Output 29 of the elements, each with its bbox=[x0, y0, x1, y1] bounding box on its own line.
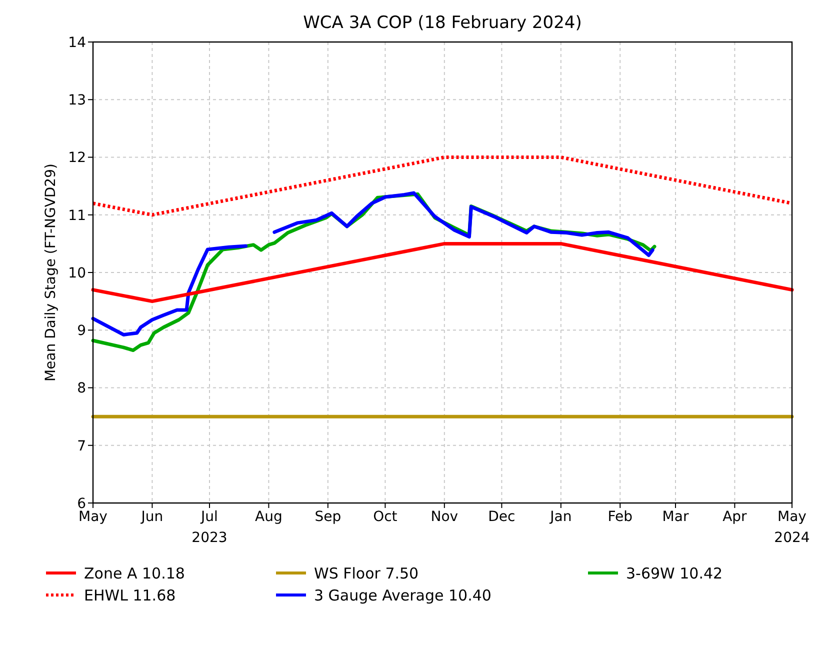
y-tick-label: 14 bbox=[68, 34, 86, 51]
legend-label: 3-69W 10.42 bbox=[626, 564, 723, 582]
y-tick-label: 6 bbox=[77, 496, 86, 512]
y-tick-label: 9 bbox=[77, 323, 86, 340]
legend-label: 3 Gauge Average 10.40 bbox=[314, 586, 492, 604]
y-tick-label: 11 bbox=[68, 208, 86, 224]
x-tick-label: Feb bbox=[608, 509, 633, 525]
x-tick-label: Jan bbox=[549, 509, 572, 525]
legend-label: WS Floor 7.50 bbox=[314, 564, 419, 582]
x-tick-label: Jul 2023 bbox=[192, 509, 228, 546]
y-axis-title: Mean Daily Stage (FT-NGVD29) bbox=[43, 164, 59, 382]
chart-title: WCA 3A COP (18 February 2024) bbox=[303, 13, 582, 33]
x-tick-label: Oct bbox=[373, 509, 398, 525]
y-tick-label: 7 bbox=[77, 438, 86, 454]
x-tick-label: Dec bbox=[488, 509, 516, 525]
x-tick-label: Apr bbox=[722, 509, 748, 525]
y-tick-label: 10 bbox=[68, 265, 86, 282]
x-tick-label: Mar bbox=[662, 509, 689, 525]
y-tick-label: 12 bbox=[68, 150, 86, 166]
x-tick-label: Aug bbox=[255, 509, 282, 525]
legend-label: Zone A 10.18 bbox=[84, 564, 185, 582]
legend-label: EHWL 11.68 bbox=[84, 586, 176, 604]
x-tick-label: May bbox=[78, 509, 108, 525]
x-tick-label: Nov bbox=[430, 509, 458, 525]
x-tick-label: Jun bbox=[140, 509, 164, 525]
y-tick-label: 8 bbox=[77, 380, 86, 397]
x-tick-label: May 2024 bbox=[774, 509, 810, 546]
x-tick-label: Sep bbox=[314, 509, 342, 525]
y-tick-label: 13 bbox=[68, 92, 86, 109]
